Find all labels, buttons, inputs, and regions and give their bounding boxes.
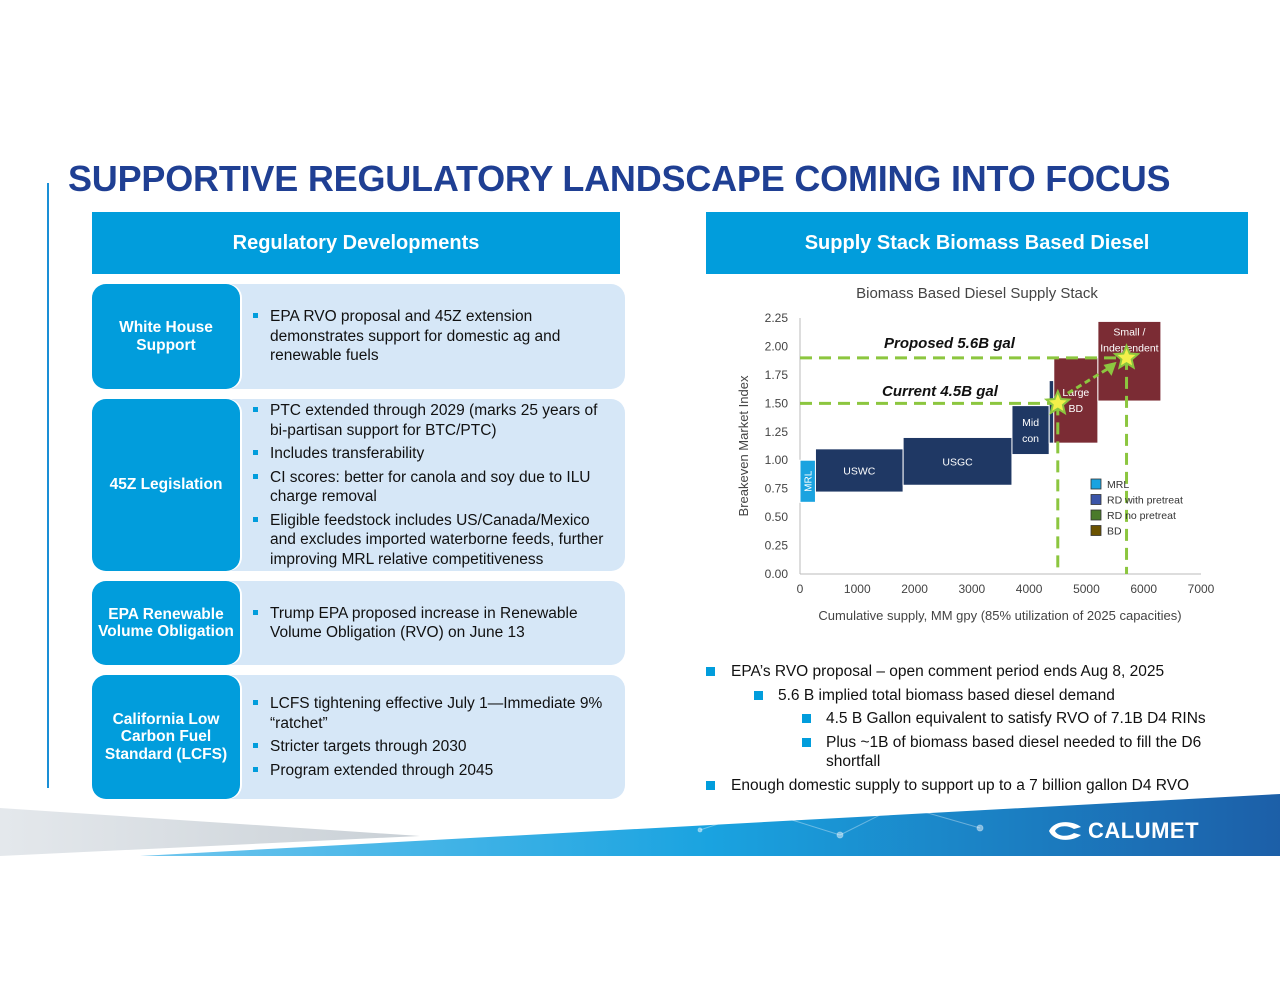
shift-arrow-head [1103, 361, 1117, 376]
legend-label: RD with pretreat [1107, 495, 1183, 507]
y-tick-label: 1.75 [765, 368, 789, 382]
current-label: Current 4.5B gal [882, 383, 999, 400]
supply-block [1011, 405, 1050, 456]
legend-swatch [1090, 478, 1102, 490]
bullet-item: Program extended through 2045 [250, 761, 617, 781]
row-bullet-list: Trump EPA proposed increase in Renewable… [250, 581, 617, 665]
supply-stack-header: Supply Stack Biomass Based Diesel [706, 212, 1248, 274]
bullet-item: Eligible feedstock includes US/Canada/Me… [250, 511, 617, 570]
supply-block [814, 448, 904, 493]
bullet-item: LCFS tightening effective July 1—Immedia… [250, 694, 617, 733]
row-label: 45Z Legislation [92, 399, 240, 571]
x-tick-label: 5000 [1073, 582, 1100, 596]
block-label: Large [1062, 387, 1089, 399]
legend-label: RD no pretreat [1107, 510, 1176, 522]
note-item: Plus ~1B of biomass based diesel needed … [706, 733, 1246, 772]
row-lcfs: California Low Carbon Fuel Standard (LCF… [92, 675, 625, 799]
row-bullet-list: EPA RVO proposal and 45Z extension demon… [250, 284, 617, 389]
bullet-item: CI scores: better for canola and soy due… [250, 468, 617, 507]
x-tick-label: 1000 [844, 582, 871, 596]
block-label: MRL [804, 470, 815, 492]
x-tick-label: 2000 [901, 582, 928, 596]
note-item: EPA’s RVO proposal – open comment period… [706, 662, 1246, 682]
row-label: EPA Renewable Volume Obligation [92, 581, 240, 665]
row-45z: 45Z Legislation PTC extended through 202… [92, 399, 625, 571]
y-tick-label: 0.75 [765, 482, 789, 496]
x-tick-label: 7000 [1188, 582, 1215, 596]
row-label: White House Support [92, 284, 240, 389]
accent-line [47, 183, 49, 788]
y-axis-label: Breakeven Market Index [736, 375, 751, 516]
page-title: SUPPORTIVE REGULATORY LANDSCAPE COMING I… [68, 158, 1171, 199]
shift-arrow [1067, 364, 1114, 395]
target-star [1112, 343, 1141, 370]
block-label: USWC [843, 465, 875, 477]
y-tick-label: 0.00 [765, 567, 789, 581]
row-epa-rvo: EPA Renewable Volume Obligation Trump EP… [92, 581, 625, 665]
legend-swatch [1090, 494, 1102, 505]
x-tick-label: 3000 [959, 582, 986, 596]
block-label: con [1022, 433, 1039, 445]
y-tick-label: 1.25 [765, 425, 789, 439]
x-tick-label: 4000 [1016, 582, 1043, 596]
note-item: 4.5 B Gallon equivalent to satisfy RVO o… [706, 709, 1246, 729]
bullet-item: EPA RVO proposal and 45Z extension demon… [250, 307, 617, 366]
row-white-house: White House Support EPA RVO proposal and… [92, 284, 625, 389]
rvo-notes: EPA’s RVO proposal – open comment period… [706, 662, 1246, 799]
legend-label: MRL [1107, 479, 1129, 491]
y-tick-label: 2.00 [765, 339, 789, 353]
block-label: Independent [1100, 342, 1158, 354]
y-tick-label: 1.00 [765, 453, 789, 467]
regulatory-developments-header: Regulatory Developments [92, 212, 620, 274]
row-bullet-list: PTC extended through 2029 (marks 25 year… [250, 399, 617, 571]
bullet-item: Includes transferability [250, 444, 617, 464]
supply-stack-chart: Biomass Based Diesel Supply Stack 0.00 0.2… [736, 285, 1215, 623]
row-bullet-list: LCFS tightening effective July 1—Immedia… [250, 675, 617, 799]
y-tick-label: 0.50 [765, 510, 789, 524]
bullet-item: Trump EPA proposed increase in Renewable… [250, 604, 617, 643]
y-tick-label: 0.25 [765, 539, 789, 553]
calumet-logo-icon [1049, 822, 1081, 840]
note-item: 5.6 B implied total biomass based diesel… [706, 686, 1246, 706]
footer-band [0, 794, 1280, 856]
target-star [1043, 388, 1072, 416]
legend-swatch [1090, 509, 1102, 521]
row-label: California Low Carbon Fuel Standard (LCF… [92, 675, 240, 799]
legend-label: BD [1107, 526, 1122, 538]
supply-block [902, 436, 1013, 486]
x-tick-label: 6000 [1130, 582, 1157, 596]
block-label: USGC [942, 456, 973, 468]
y-tick-label: 2.25 [765, 311, 789, 325]
block-label: Small / [1113, 326, 1145, 338]
proposed-label: Proposed 5.6B gal [884, 335, 1016, 352]
x-axis-label: Cumulative supply, MM gpy (85% utilizati… [818, 608, 1181, 623]
legend-swatch [1090, 525, 1102, 536]
block-label: BD [1069, 403, 1084, 415]
y-tick-label: 1.50 [765, 396, 789, 410]
x-tick-label: 0 [797, 582, 804, 596]
note-item: Enough domestic supply to support up to … [706, 776, 1246, 796]
block-label: Mid [1022, 417, 1039, 429]
brand-logo: CALUMET [1088, 818, 1200, 843]
chart-title: Biomass Based Diesel Supply Stack [856, 285, 1098, 302]
bullet-item: Stricter targets through 2030 [250, 737, 617, 757]
bullet-item: PTC extended through 2029 (marks 25 year… [250, 401, 617, 440]
